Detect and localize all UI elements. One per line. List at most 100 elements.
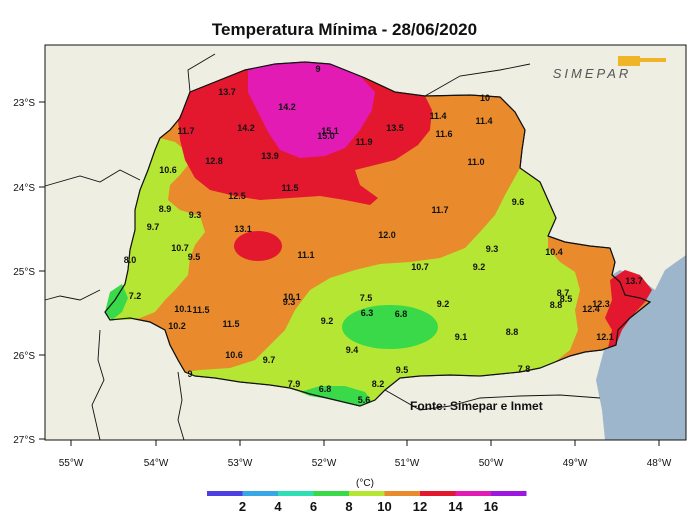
- region-8-10-west: [105, 138, 205, 320]
- station-value: 13.7: [625, 276, 643, 286]
- lat-label: 26°S: [13, 351, 35, 362]
- station-value: 14.2: [237, 123, 255, 133]
- station-value: 15.0: [317, 131, 335, 141]
- station-value: 9.3: [486, 244, 499, 254]
- station-value: 13.1: [234, 224, 252, 234]
- station-value: 8.8: [506, 327, 519, 337]
- lon-labels: 55°W 54°W 53°W 52°W 51°W 50°W 49°W 48°W: [59, 458, 672, 469]
- station-value: 11.5: [281, 183, 298, 193]
- station-value: 11.9: [355, 137, 372, 147]
- station-value: 10.2: [168, 321, 186, 331]
- station-value: 12.0: [378, 230, 396, 240]
- station-value: 10.4: [545, 247, 563, 257]
- station-value: 5.6: [358, 395, 371, 405]
- legend-color-swatch: [207, 491, 243, 496]
- lon-label: 53°W: [228, 458, 253, 469]
- station-value: 12.3: [592, 299, 610, 309]
- station-value: 12.8: [205, 156, 223, 166]
- station-value: 8.9: [159, 204, 172, 214]
- legend-tick-label: 10: [377, 499, 391, 514]
- station-value: 9.3: [189, 210, 202, 220]
- lat-label: 27°S: [13, 435, 35, 446]
- lon-label: 54°W: [144, 458, 169, 469]
- legend-color-swatch: [455, 491, 491, 496]
- legend-tick-label: 12: [413, 499, 427, 514]
- axis-ticks: [39, 101, 660, 446]
- station-value: 15.1: [321, 126, 339, 136]
- region-12-14-spot: [234, 231, 282, 261]
- lat-label: 24°S: [13, 183, 35, 194]
- station-value: 9.3: [283, 297, 296, 307]
- station-value: 10.1: [283, 292, 301, 302]
- station-value: 9.1: [455, 332, 468, 342]
- station-value: 11.4: [429, 111, 446, 121]
- legend-tick-label: 6: [310, 499, 317, 514]
- lon-label: 51°W: [395, 458, 420, 469]
- region-8-10-center: [185, 168, 580, 406]
- station-value: 6.8: [395, 309, 408, 319]
- lon-label: 55°W: [59, 458, 84, 469]
- station-value: 9.7: [147, 222, 160, 232]
- station-value: 9.5: [396, 365, 409, 375]
- source-label: Fonte: Simepar e Inmet: [410, 399, 543, 413]
- station-value: 8.2: [372, 379, 385, 389]
- legend-tick-label: 8: [345, 499, 352, 514]
- legend-tick-label: 4: [274, 499, 282, 514]
- map-frame: [44, 44, 687, 441]
- legend-color-swatch: [278, 491, 314, 496]
- station-value: 11.6: [435, 129, 452, 139]
- legend-color-swatch: [491, 491, 527, 496]
- region-14-16: [248, 62, 375, 158]
- station-value: 11.7: [177, 126, 194, 136]
- country-borders: [44, 53, 601, 441]
- lat-label: 23°S: [13, 98, 35, 109]
- station-value: 7.2: [129, 291, 142, 301]
- region-6-8-south: [300, 386, 372, 406]
- station-value: 7.5: [360, 293, 373, 303]
- legend-unit: (°C): [356, 478, 374, 489]
- station-value: 11.5: [192, 305, 209, 315]
- station-value: 6.3: [361, 308, 374, 318]
- station-value: 9: [315, 64, 320, 74]
- station-value: 8.8: [550, 300, 563, 310]
- station-value: 10: [480, 93, 490, 103]
- legend-tick-label: 2: [239, 499, 246, 514]
- station-value: 13.7: [218, 87, 236, 97]
- color-legend: (°C) 2 4 6 8 10 12 14 16: [207, 478, 527, 514]
- station-value: 13.9: [261, 151, 279, 161]
- station-value: 10.1: [174, 304, 192, 314]
- simepar-logo: SIMEPAR: [553, 56, 666, 81]
- station-value: 10.6: [225, 350, 243, 360]
- station-value: 9.6: [512, 197, 525, 207]
- region-12-14-east: [605, 270, 652, 348]
- legend-color-swatch: [313, 491, 349, 496]
- station-value: 12.5: [228, 191, 246, 201]
- lon-label: 49°W: [563, 458, 588, 469]
- station-value: 8.0: [124, 255, 137, 265]
- lat-labels: 23°S 24°S 25°S 26°S 27°S: [13, 98, 35, 446]
- legend-tick-label: 16: [484, 499, 498, 514]
- station-value: 10.6: [159, 165, 177, 175]
- station-value: 9.2: [437, 299, 450, 309]
- station-value: 11.1: [297, 250, 314, 260]
- region-6-8-center: [342, 305, 438, 349]
- station-value: 12.4: [582, 304, 600, 314]
- station-value: 6.8: [319, 384, 332, 394]
- station-value: 9.2: [473, 262, 486, 272]
- lon-label: 50°W: [479, 458, 504, 469]
- legend-color-swatch: [420, 491, 456, 496]
- station-value: 13.5: [386, 123, 404, 133]
- lon-label: 48°W: [647, 458, 672, 469]
- station-value: 11.5: [222, 319, 239, 329]
- legend-color-swatch: [242, 491, 278, 496]
- station-value: 9.7: [263, 355, 276, 365]
- station-value: 8.7: [557, 288, 570, 298]
- station-value: 11.4: [475, 116, 492, 126]
- station-value: 9.5: [188, 252, 201, 262]
- station-value: 7.9: [288, 379, 301, 389]
- station-values: 13.7 14.2 9 11.7 14.2 15.115.0 13.5 11.4 10 11.4 1…: [124, 64, 643, 405]
- lon-label: 52°W: [312, 458, 337, 469]
- station-value: 10.7: [411, 262, 429, 272]
- station-value: 9: [187, 369, 192, 379]
